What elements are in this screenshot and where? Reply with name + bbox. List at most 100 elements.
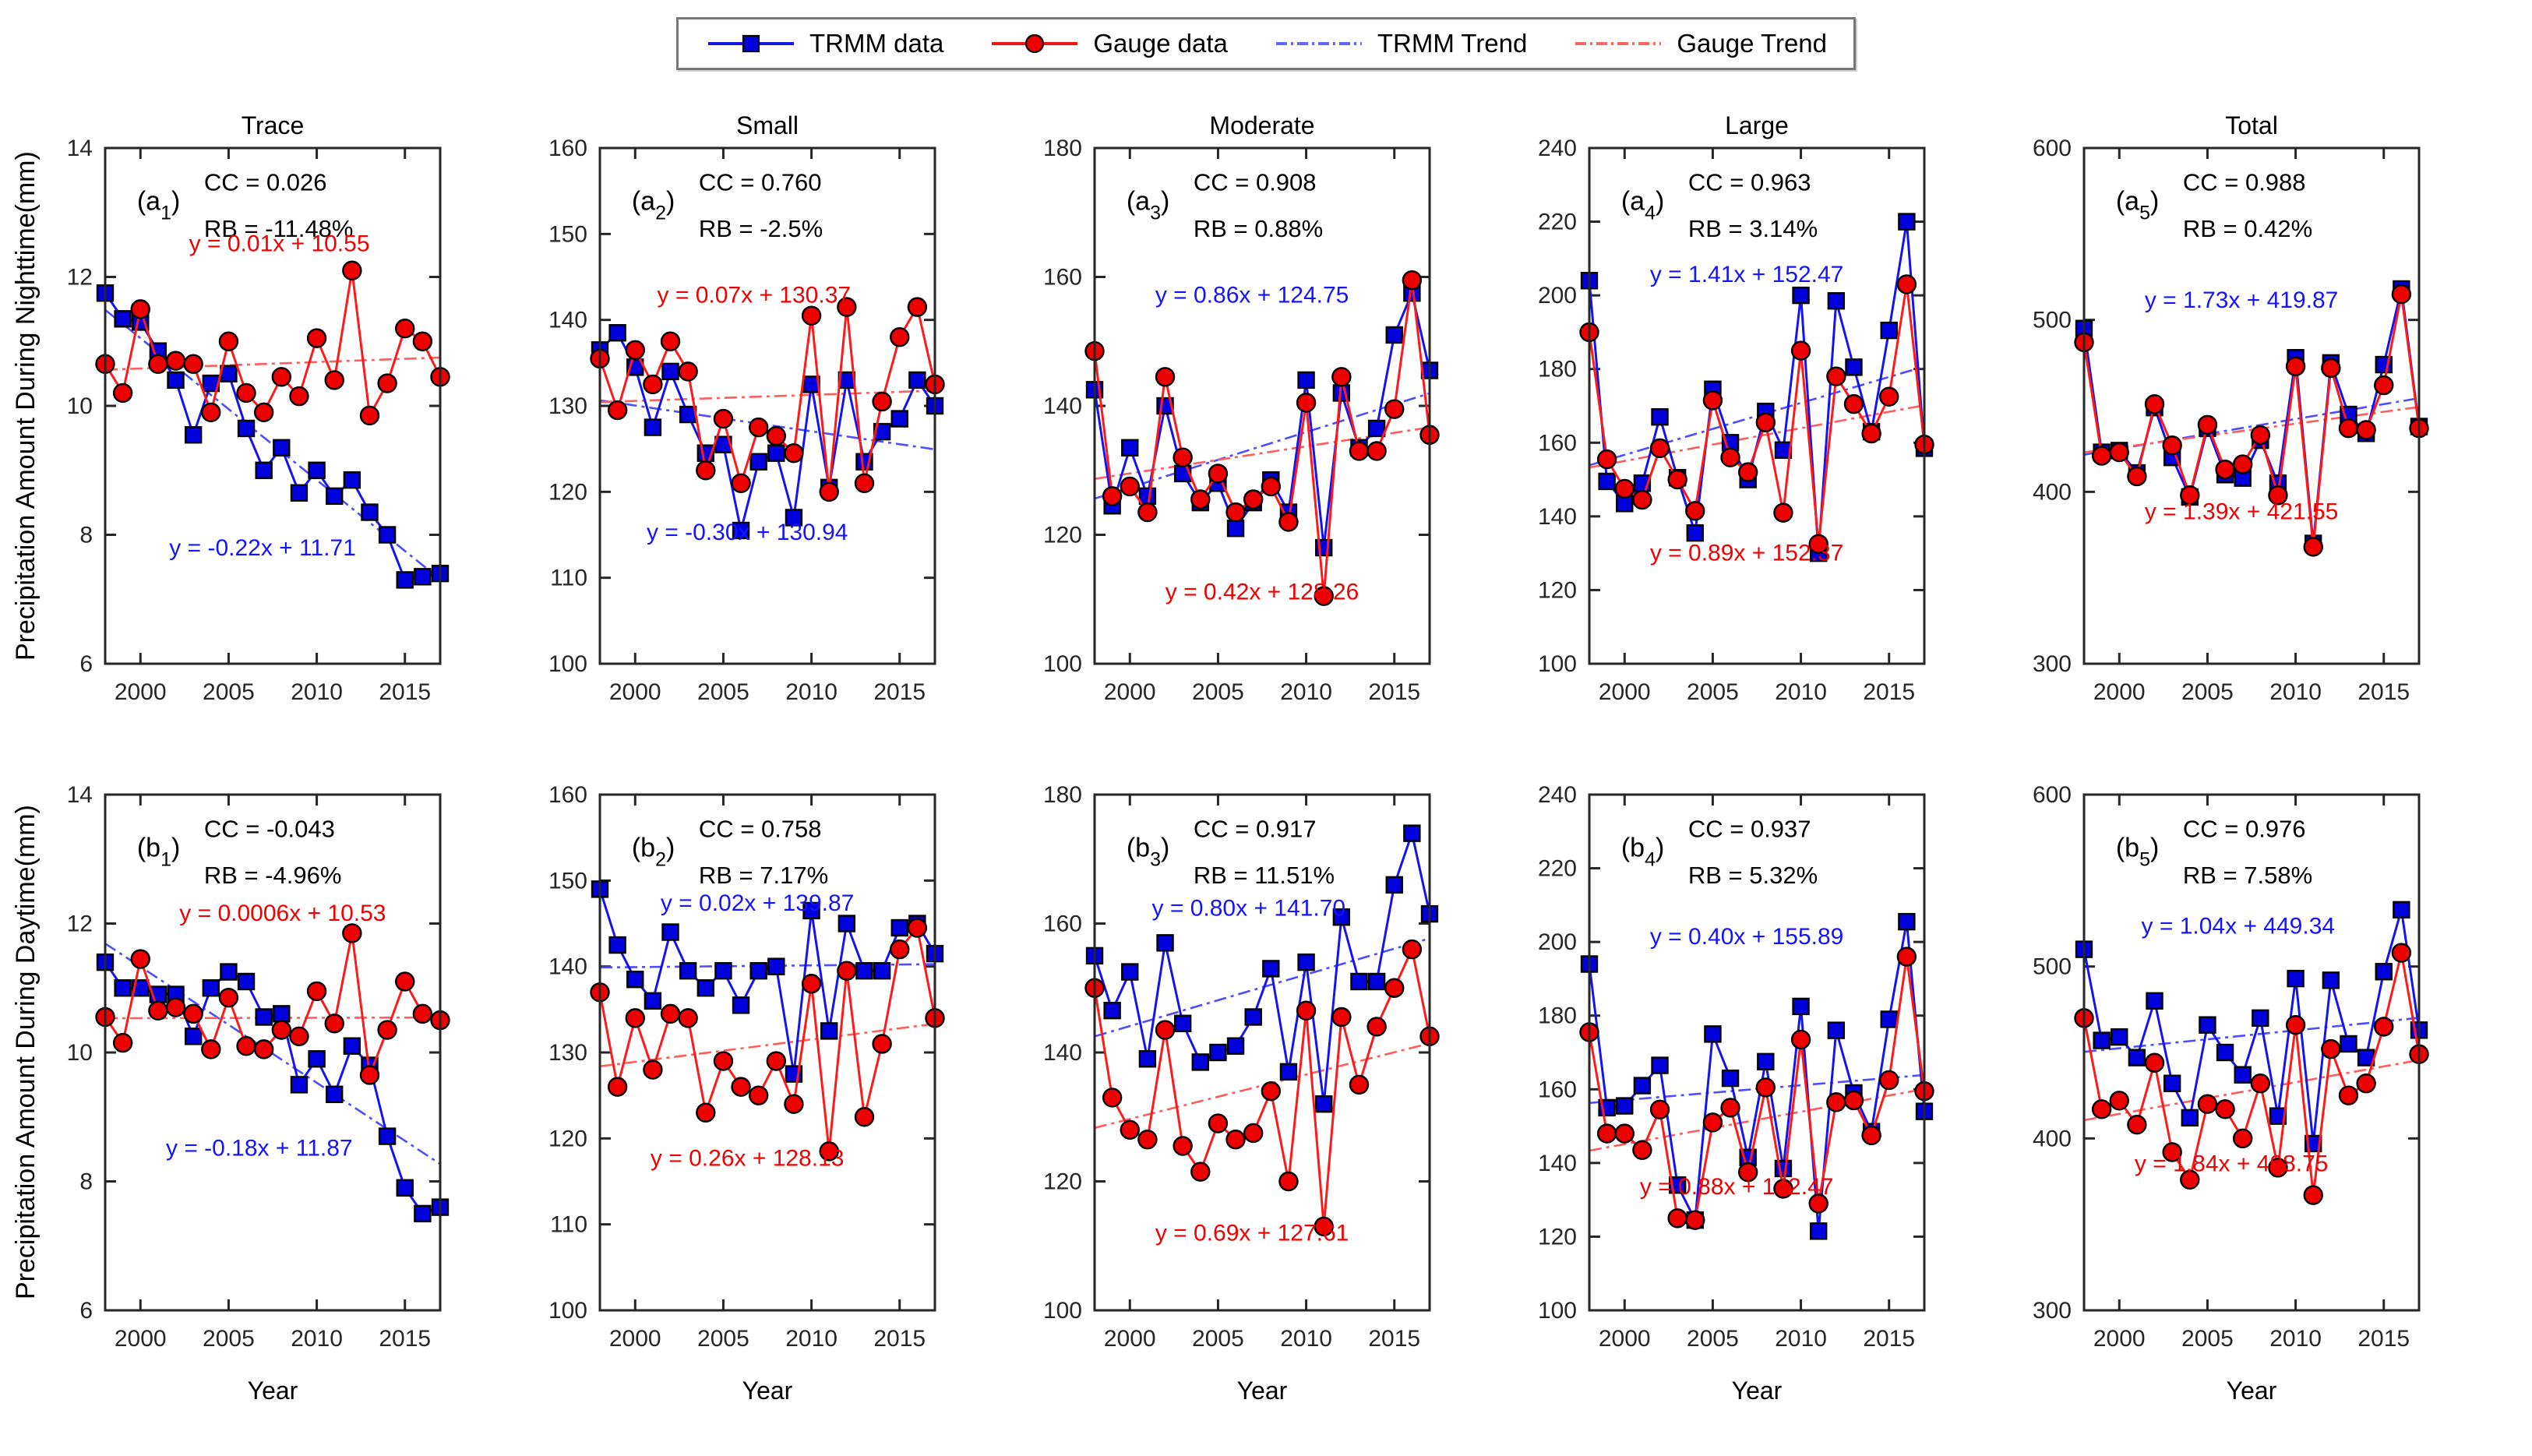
trmm-data-point	[1138, 487, 1157, 506]
gauge-data-point	[731, 473, 751, 493]
trmm-data-point	[378, 1127, 397, 1145]
gauge-data-point	[1826, 366, 1846, 386]
trmm-data-point	[1385, 876, 1403, 894]
gauge-data-point	[183, 354, 203, 374]
gauge-data-point	[1843, 393, 1864, 414]
x-tick-label: 2000	[1599, 1326, 1651, 1352]
x-tick-label: 2000	[115, 1326, 167, 1352]
panel-b5: 300 400 500 600 2000 2005 2010 2015 Year (b5) CC =…	[2033, 782, 2429, 1405]
gauge-data-point	[1790, 1029, 1811, 1050]
gauge-data-point	[1702, 390, 1723, 411]
trmm-data-point	[1651, 407, 1669, 426]
x-tick-label: 2005	[697, 1326, 749, 1352]
panel-title: Moderate	[1209, 111, 1314, 139]
cc-stat: CC = 0.988	[2183, 168, 2306, 196]
trmm-data-point	[873, 422, 891, 441]
y-tick-label: 400	[2033, 1126, 2072, 1151]
gauge-data-point	[1296, 1000, 1317, 1021]
gauge-data-point	[2180, 485, 2200, 506]
y-tick-label: 220	[1538, 210, 1577, 235]
x-tick-label: 2000	[609, 679, 661, 705]
gauge-equation: y = 0.69x + 127.61	[1155, 1221, 1349, 1246]
y-tick-label: 240	[1538, 136, 1577, 161]
trmm-data-point	[890, 410, 908, 428]
x-tick-label: 2015	[1368, 679, 1420, 705]
trmm-data-point	[202, 979, 220, 997]
gauge-data-point	[1808, 1193, 1828, 1214]
gauge-data-point	[2374, 375, 2394, 396]
gauge-data-point	[660, 331, 681, 351]
gauge-data-point	[1120, 476, 1140, 497]
gauge-equation: y = 1.84x + 408.75	[2135, 1151, 2329, 1176]
gauge-data-point	[1384, 978, 1405, 998]
y-tick-label: 140	[548, 308, 587, 333]
x-tick-label: 2015	[379, 1326, 431, 1352]
trmm-data-point	[132, 979, 150, 997]
cc-stat: CC = 0.760	[699, 168, 822, 196]
gauge-data-point	[130, 299, 150, 319]
gauge-data-point	[1737, 1162, 1758, 1183]
gauge-data-point	[837, 297, 857, 317]
gauge-data-point	[2232, 454, 2253, 474]
y-tick-label: 500	[2033, 308, 2072, 333]
gauge-data-point	[2374, 1017, 2394, 1037]
y-tick-label: 10	[67, 1040, 93, 1066]
trmm-data-point	[1721, 1069, 1740, 1088]
gauge-data-point	[1649, 438, 1670, 459]
x-tick-label: 2000	[1104, 679, 1156, 705]
panel-a4: 100 120 140 160 180 200 220 240 2000 2005 2010 2015…	[1538, 111, 1934, 705]
gauge-data-point	[218, 331, 239, 351]
x-tick-label: 2015	[873, 1326, 926, 1352]
gauge-data-point	[854, 1107, 875, 1127]
trmm-data-point	[820, 1022, 838, 1040]
trmm-data-point	[802, 901, 820, 920]
y-tick-label: 110	[550, 566, 587, 591]
trmm-data-point	[873, 961, 891, 980]
trmm-data-point	[1226, 1037, 1245, 1055]
gauge-trend-line	[1094, 1042, 1430, 1130]
trmm-data-point	[1138, 1050, 1157, 1068]
gauge-data-point	[1102, 486, 1123, 506]
cc-stat: CC = 0.758	[699, 815, 822, 842]
gauge-data-point	[306, 981, 327, 1002]
gauge-data-point	[1190, 1162, 1211, 1182]
x-tick-label: 2010	[1280, 1326, 1332, 1352]
trmm-data-point	[290, 484, 309, 502]
trmm-data-point	[343, 1037, 361, 1055]
y-tick-label: 160	[1043, 265, 1082, 291]
panel-title: Trace	[242, 111, 305, 139]
trmm-markers	[1085, 824, 1439, 1113]
panel-title: Large	[1725, 111, 1789, 139]
x-tick-label: 2010	[291, 1326, 343, 1352]
panel-b2: 100 110 120 130 140 150 160 2000 2005 2010 2015 Yea…	[548, 782, 945, 1405]
gauge-data-point	[412, 1003, 433, 1024]
gauge-data-point	[1896, 274, 1917, 294]
gauge-data-point	[342, 260, 362, 280]
trmm-data-point	[696, 979, 714, 997]
gauge-data-point	[112, 383, 133, 404]
gauge-data-point	[1737, 462, 1758, 482]
trmm-data-point	[749, 453, 767, 471]
y-tick-label: 8	[79, 523, 93, 548]
gauge-data-point	[643, 374, 663, 395]
gauge-data-point	[1278, 512, 1299, 532]
rb-stat: RB = 7.17%	[699, 862, 828, 889]
x-tick-label: 2005	[2181, 679, 2234, 705]
y-tick-label: 150	[548, 221, 587, 247]
gauge-data-point	[784, 442, 804, 464]
gauge-data-point	[2127, 466, 2147, 487]
trmm-data-point	[308, 1050, 326, 1068]
panel-title: Small	[736, 111, 799, 139]
gauge-data-point	[2144, 394, 2165, 414]
axes-frame	[1093, 146, 1431, 665]
trmm-data-point	[1367, 972, 1386, 991]
x-tick-label: 2000	[2093, 679, 2146, 705]
trmm-data-point	[1704, 1025, 1722, 1043]
trmm-data-point	[2199, 1016, 2216, 1034]
gauge-series-line	[1093, 280, 1431, 597]
gauge-data-point	[2250, 425, 2271, 446]
x-tick-label: 2015	[2357, 1326, 2410, 1352]
gauge-markers	[590, 918, 945, 1162]
gauge-data-point	[236, 383, 256, 404]
panel-a3: 100 120 140 160 180 2000 2005 2010 2015 Moderate (…	[1043, 111, 1440, 705]
